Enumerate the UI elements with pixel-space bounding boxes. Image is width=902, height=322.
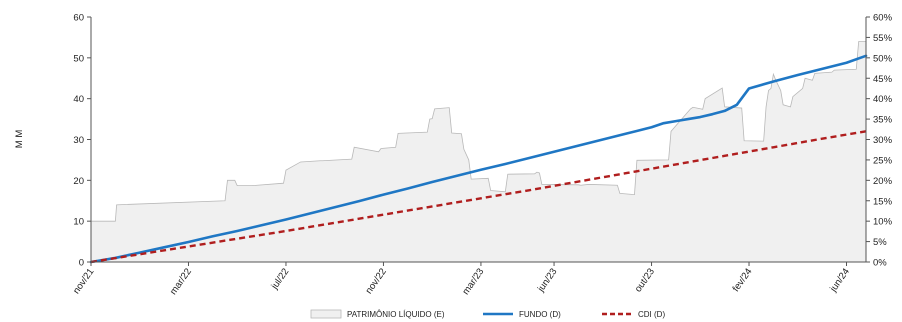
y-tick-label-left: 30 bbox=[73, 135, 84, 146]
x-tick-label: jun/23 bbox=[535, 266, 559, 294]
series-line-cdi bbox=[90, 130, 867, 264]
series-area-patrimonio bbox=[90, 41, 867, 263]
y-tick-label-right: 50% bbox=[873, 53, 893, 64]
x-tick-label: jun/24 bbox=[828, 266, 852, 294]
legend-label: PATRIMÔNIO LÍQUIDO (E) bbox=[347, 310, 445, 319]
y-tick-label-right: 20% bbox=[873, 176, 893, 187]
x-tick-label: jul/22 bbox=[269, 266, 292, 292]
series-line-fundo bbox=[89, 54, 868, 264]
y-tick-label-left: 50 bbox=[73, 53, 84, 64]
legend-label: CDI (D) bbox=[638, 310, 665, 319]
y-tick-label-right: 25% bbox=[873, 155, 893, 166]
y-tick-label-left: 60 bbox=[73, 13, 84, 24]
y-tick-label-right: 60% bbox=[873, 13, 893, 24]
y-tick-label-right: 10% bbox=[873, 217, 893, 228]
y-tick-label-right: 5% bbox=[873, 237, 887, 248]
x-tick-label: fev/24 bbox=[731, 266, 755, 294]
y-tick-label-left: 0 bbox=[79, 258, 84, 269]
y-tick-label-right: 15% bbox=[873, 196, 893, 207]
y-tick-label-right: 45% bbox=[873, 74, 893, 85]
x-tick-label: mar/22 bbox=[168, 266, 194, 297]
legend-swatch-patrimonio bbox=[310, 309, 342, 319]
legend-label: FUNDO (D) bbox=[519, 310, 561, 319]
x-tick-label: mar/23 bbox=[460, 266, 486, 297]
y-tick-label-left: 40 bbox=[73, 94, 84, 105]
y-tick-label-left: 20 bbox=[73, 176, 84, 187]
y-tick-label-right: 0% bbox=[873, 258, 887, 269]
y-tick-label-right: 35% bbox=[873, 115, 893, 126]
x-tick-label: nov/21 bbox=[71, 266, 96, 296]
y-tick-label-right: 40% bbox=[873, 94, 893, 105]
y-tick-label-right: 55% bbox=[873, 33, 893, 44]
x-tick-label: nov/22 bbox=[364, 266, 389, 296]
y-axis-label-left: M M bbox=[14, 130, 25, 149]
y-tick-label-left: 10 bbox=[73, 217, 84, 228]
y-tick-label-right: 30% bbox=[873, 135, 893, 146]
x-tick-label: out/23 bbox=[633, 266, 657, 294]
